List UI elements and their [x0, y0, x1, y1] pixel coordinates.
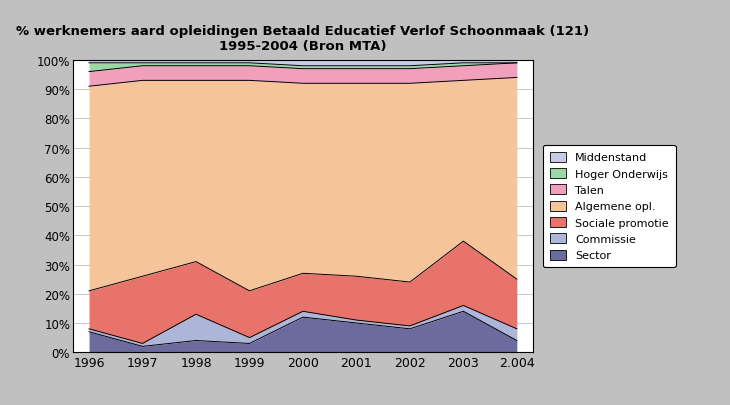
Legend: Middenstand, Hoger Onderwijs, Talen, Algemene opl., Sociale promotie, Commissie,: Middenstand, Hoger Onderwijs, Talen, Alg…: [543, 146, 675, 267]
Title: % werknemers aard opleidingen Betaald Educatief Verlof Schoonmaak (121)
1995-200: % werknemers aard opleidingen Betaald Ed…: [16, 25, 590, 53]
